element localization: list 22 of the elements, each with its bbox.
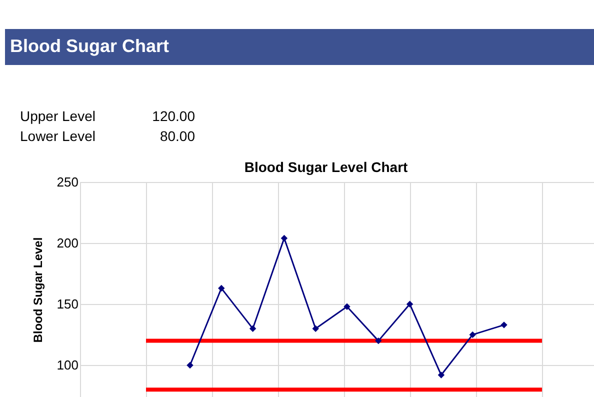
point: [438, 372, 445, 378]
point: [406, 300, 414, 308]
point: [469, 331, 476, 338]
y-tick-label: 150: [56, 296, 78, 312]
point: [280, 234, 288, 242]
point: [344, 303, 350, 310]
text: 120.00: [152, 108, 196, 124]
y-tick-label: 100: [56, 358, 78, 373]
point: [218, 284, 225, 292]
chart-title: Blood Sugar Level Chart: [244, 159, 408, 175]
y-tick-label: 200: [56, 236, 78, 251]
y-tick-label: 250: [56, 174, 78, 190]
text: Blood Sugar Chart: [10, 36, 170, 56]
point: [500, 322, 508, 328]
point: [312, 325, 319, 332]
text: Upper Level: [20, 108, 96, 124]
point: [249, 325, 256, 332]
text: Lower Level: [20, 128, 96, 144]
point: [375, 337, 382, 344]
y-axis-title: Blood Sugar Level: [30, 237, 45, 343]
text: 80.00: [160, 128, 196, 144]
point: [186, 362, 194, 369]
